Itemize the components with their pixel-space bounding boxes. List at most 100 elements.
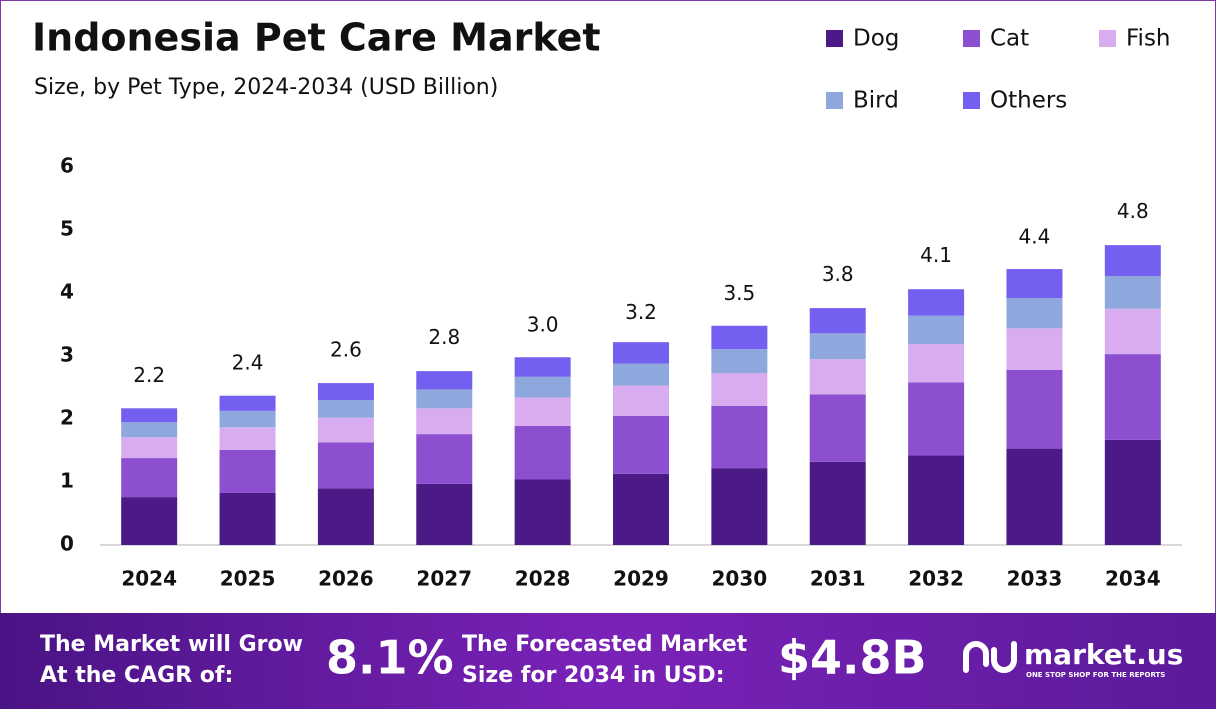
bar-segment — [908, 382, 965, 456]
bar-segment — [514, 479, 571, 545]
bar-segment — [613, 385, 669, 416]
bar-segment — [514, 376, 571, 398]
y-tick-label: 6 — [60, 154, 74, 178]
total-label: 2.6 — [330, 338, 362, 362]
cagr-text: The Market will Grow — [40, 632, 303, 657]
bar-segment — [1006, 369, 1063, 449]
y-tick-label: 0 — [60, 532, 74, 556]
legend-swatch — [1099, 30, 1116, 47]
total-label: 2.8 — [428, 325, 460, 349]
total-label: 3.2 — [625, 300, 657, 324]
bar-segment — [121, 422, 178, 438]
chart-title: Indonesia Pet Care Market — [32, 16, 601, 60]
chart-subtitle: Size, by Pet Type, 2024-2034 (USD Billio… — [34, 75, 498, 100]
bar-segment — [416, 434, 473, 484]
bar-segment — [121, 408, 178, 423]
bar-segment — [219, 410, 276, 428]
legend-label: Dog — [853, 26, 899, 52]
bar-segment — [514, 357, 571, 377]
bar-segment — [809, 394, 866, 462]
legend-swatch — [826, 92, 843, 109]
bar-segment — [809, 359, 866, 395]
bar-segment — [416, 371, 473, 390]
bar-segment — [317, 442, 374, 489]
total-label: 4.8 — [1117, 199, 1149, 223]
bar-segment — [711, 325, 768, 350]
bar-segment — [613, 473, 669, 545]
bar-segment — [613, 415, 669, 474]
bar-segment — [908, 289, 965, 316]
x-tick-label: 2024 — [121, 567, 177, 591]
x-tick-label: 2031 — [810, 567, 866, 591]
bar-segment — [121, 497, 178, 545]
bar-segment — [711, 349, 768, 374]
bar-segment — [1104, 354, 1161, 440]
bar-segment — [1104, 308, 1161, 355]
x-tick-label: 2025 — [220, 567, 276, 591]
bar-segment — [908, 315, 965, 345]
bar-segment — [219, 449, 276, 493]
y-tick-label: 5 — [60, 217, 74, 241]
y-tick-label: 4 — [60, 280, 74, 304]
bar-segment — [711, 373, 768, 406]
bar-segment — [809, 461, 866, 545]
bar-segment — [514, 425, 571, 480]
total-label: 4.1 — [920, 243, 952, 267]
bar-segment — [1104, 439, 1161, 545]
cagr-value: 8.1% — [326, 631, 454, 685]
forecast-text: Size for 2034 in USD: — [462, 663, 725, 688]
legend-swatch — [963, 30, 980, 47]
x-tick-label: 2030 — [712, 567, 768, 591]
x-tick-label: 2026 — [318, 567, 374, 591]
bar-segment — [416, 483, 473, 545]
legend-swatch — [963, 92, 980, 109]
bar-segment — [613, 342, 669, 364]
cagr-text: At the CAGR of: — [40, 663, 233, 688]
legend-label: Fish — [1126, 26, 1171, 52]
bar-segment — [121, 437, 178, 459]
brand-logo — [963, 641, 1017, 673]
bar-segment — [219, 492, 276, 545]
bar-segment — [317, 488, 374, 545]
x-tick-label: 2029 — [613, 567, 669, 591]
total-label: 3.8 — [822, 262, 854, 286]
total-label: 2.4 — [232, 350, 264, 374]
x-tick-label: 2028 — [515, 567, 571, 591]
bar-segment — [1006, 298, 1063, 329]
bar-segment — [219, 427, 276, 450]
y-tick-label: 2 — [60, 406, 74, 430]
x-tick-label: 2027 — [416, 567, 472, 591]
bar-segment — [416, 408, 473, 435]
bar-segment — [908, 455, 965, 545]
legend-label: Bird — [853, 88, 899, 114]
bar-segment — [711, 468, 768, 545]
bar-segment — [809, 333, 866, 360]
bar-segment — [1006, 448, 1063, 545]
total-label: 3.0 — [527, 313, 559, 337]
bar-segment — [416, 389, 473, 409]
forecast-value: $4.8B — [778, 631, 927, 685]
footer: The Market will Grow At the CAGR of: 8.1… — [40, 631, 1183, 689]
legend-label: Cat — [990, 26, 1029, 52]
total-label: 2.2 — [133, 363, 165, 387]
y-tick-label: 3 — [60, 343, 74, 367]
bar-segment — [317, 417, 374, 443]
bar-segment — [711, 405, 768, 469]
bar-segment — [514, 397, 571, 426]
bar-segment — [613, 363, 669, 386]
bar-segment — [1104, 245, 1161, 276]
bar-segment — [1006, 328, 1063, 370]
forecast-text: The Forecasted Market — [462, 632, 748, 657]
total-label: 3.5 — [723, 281, 755, 305]
bar-segment — [121, 458, 178, 498]
x-tick-label: 2034 — [1105, 567, 1161, 591]
legend-swatch — [826, 30, 843, 47]
y-tick-label: 1 — [60, 469, 74, 493]
x-tick-label: 2032 — [908, 567, 964, 591]
bar-segment — [219, 395, 276, 411]
bar-segment — [1006, 269, 1063, 299]
total-label: 4.4 — [1019, 224, 1051, 248]
tagline: ONE STOP SHOP FOR THE REPORTS — [1026, 671, 1165, 679]
